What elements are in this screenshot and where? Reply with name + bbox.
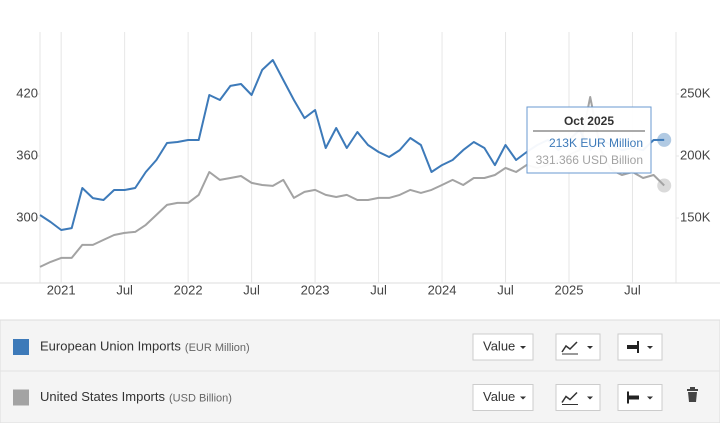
line-icon — [561, 391, 578, 403]
x-tick-label: Jul — [116, 282, 133, 297]
tooltip: Oct 2025 213K EUR Million 331.366 USD Bill… — [526, 106, 652, 174]
last-point — [657, 178, 672, 193]
legend-unit: (USD Billion) — [169, 392, 232, 404]
trash-can — [688, 392, 697, 402]
x-tick-label: Jul — [370, 282, 387, 297]
tooltip-box — [526, 106, 652, 174]
x-tick-label: Jul — [624, 282, 641, 297]
tooltip-title: Oct 2025 — [564, 114, 614, 128]
chart-type-dropdown[interactable] — [555, 333, 601, 361]
tooltip-line: 213K EUR Million — [549, 136, 643, 150]
button[interactable] — [617, 384, 663, 411]
x-tick-label: 2023 — [301, 282, 330, 297]
y-tick-label: 360 — [16, 147, 38, 162]
legend-swatch — [13, 389, 29, 406]
button-label: Value — [483, 338, 515, 353]
tooltip-line: 331.366 USD Billion — [536, 153, 643, 167]
plot: 2021 Jul 2022 Jul 2023 Jul 2024 Jul 2025 Jul 300 36… — [0, 32, 720, 297]
caret — [587, 396, 593, 400]
axis-side-dropdown[interactable] — [617, 384, 663, 411]
button-label: Value — [483, 389, 515, 404]
legend-label: European Union Imports — [40, 338, 181, 353]
y-tick-label: 300 — [16, 209, 38, 224]
y2-tick-label: 200K — [680, 147, 711, 162]
legend-swatch — [13, 339, 29, 355]
line-icon — [561, 341, 578, 353]
y2-tick-label: 250K — [680, 85, 711, 100]
axis-side-dropdown[interactable] — [617, 333, 663, 361]
button[interactable] — [555, 384, 601, 411]
caret — [647, 396, 653, 400]
legend-unit: (EUR Million) — [185, 342, 250, 354]
caret — [520, 396, 526, 400]
x-tick-label: 2024 — [428, 282, 457, 297]
button[interactable] — [617, 333, 663, 361]
x-tick-label: 2021 — [47, 282, 76, 297]
trash-handle — [690, 387, 695, 389]
axis-icon-bar — [627, 345, 637, 349]
legend: European Union Imports (EUR Million) Value… — [13, 333, 663, 411]
x-tick-label: 2022 — [174, 282, 203, 297]
x-tick-label: 2025 — [555, 282, 584, 297]
trash-lid — [687, 389, 698, 391]
mode-dropdown[interactable]: Value — [472, 333, 534, 361]
x-tick-label: Jul — [243, 282, 260, 297]
y-tick-label: 420 — [16, 85, 38, 100]
y2-tick-label: 150K — [680, 209, 711, 224]
chart-type-dropdown[interactable] — [555, 384, 601, 411]
legend-label: United States Imports — [40, 389, 165, 404]
x-tick-label: Jul — [497, 282, 514, 297]
axis-icon-side — [637, 341, 639, 353]
caret — [647, 346, 653, 349]
delete-button[interactable] — [687, 387, 698, 402]
last-point — [657, 132, 672, 147]
caret — [520, 346, 526, 349]
button[interactable] — [555, 333, 601, 361]
axis-icon-bar — [629, 395, 639, 400]
mode-dropdown[interactable]: Value — [472, 384, 534, 411]
caret — [587, 346, 593, 349]
axis-icon-side — [627, 391, 629, 404]
